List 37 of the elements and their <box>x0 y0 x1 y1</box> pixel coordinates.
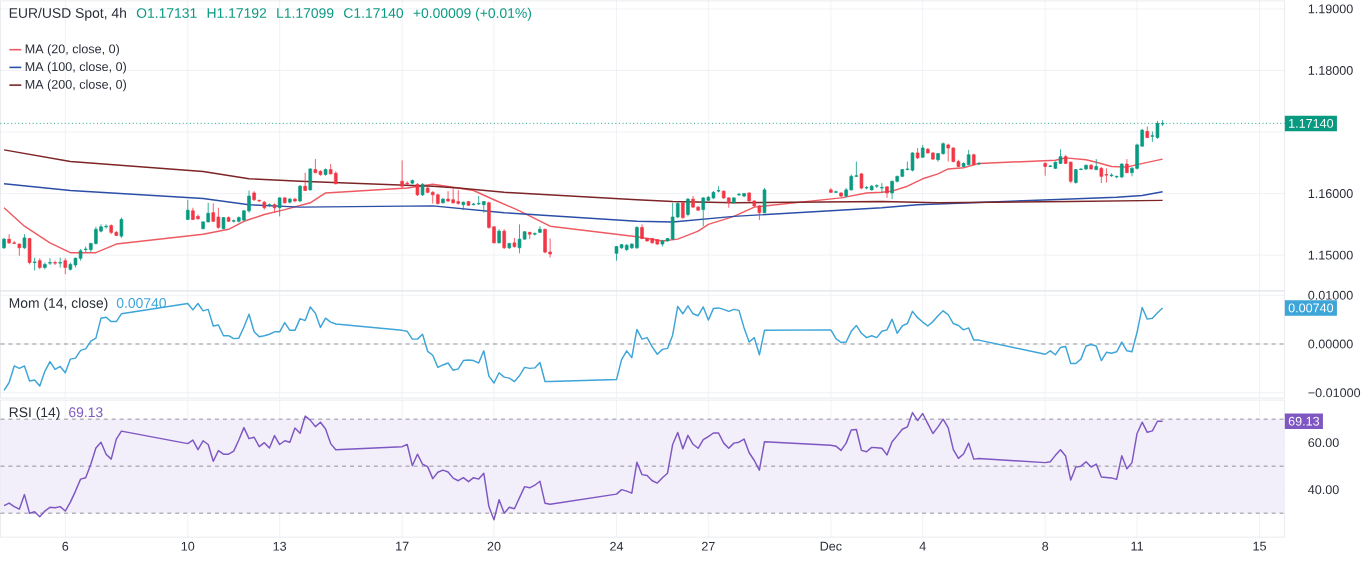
y-tick-label: 1.16000 <box>1308 189 1353 199</box>
chart-title: RSI (14) <box>9 407 60 420</box>
text: 69.13 <box>1288 416 1320 426</box>
x-tick-label: 6 <box>62 541 69 551</box>
legend-label: MA (100, close, 0) <box>25 61 126 74</box>
x-tick-label: 13 <box>273 541 287 551</box>
x-tick-label: Dec <box>820 541 842 551</box>
chart-title: EUR/USD Spot, 4h <box>9 7 126 21</box>
y-tick-label: 60.00 <box>1308 438 1339 448</box>
annotation: L1.17099 <box>277 8 334 18</box>
x-tick-label: 8 <box>1042 541 1049 551</box>
x-tick-label: 15 <box>1253 541 1267 551</box>
chart-subtitle: 0.00740 <box>116 298 166 308</box>
chart-title: Mom (14, close) <box>9 297 108 311</box>
x-tick-label: 4 <box>919 541 926 551</box>
annotation: +0.00009 (+0.01%) <box>413 7 532 21</box>
ref-line-label: 1.17140 <box>1289 118 1334 128</box>
x-tick-label: 17 <box>396 541 409 551</box>
annotation: H1.17192 <box>207 8 267 18</box>
y-tick-label: 1.18000 <box>1308 66 1353 75</box>
y-tick-label: 1.15000 <box>1308 250 1353 260</box>
y-tick-label: 1.19000 <box>1308 4 1353 14</box>
y-tick-label: 0.00000 <box>1308 339 1353 349</box>
legend-label: MA (200, close, 0) <box>25 79 126 92</box>
x-tick-label: 11 <box>1131 541 1143 551</box>
y-tick-label: 40.00 <box>1308 485 1339 495</box>
annotation: O1.17131 <box>136 8 197 18</box>
x-tick-label: 27 <box>701 541 715 551</box>
y-tick-label: −0.01000 <box>1308 388 1361 398</box>
x-tick-label: 24 <box>610 541 624 551</box>
legend-label: MA (20, close, 0) <box>25 44 119 56</box>
y-tick-label: 0.01000 <box>1308 290 1353 300</box>
annotation: C1.17140 <box>344 8 404 18</box>
text: 0.00740 <box>1288 303 1334 313</box>
x-tick-label: 10 <box>181 541 195 551</box>
chart-subtitle: 69.13 <box>69 407 103 418</box>
x-tick-label: 20 <box>487 541 501 551</box>
